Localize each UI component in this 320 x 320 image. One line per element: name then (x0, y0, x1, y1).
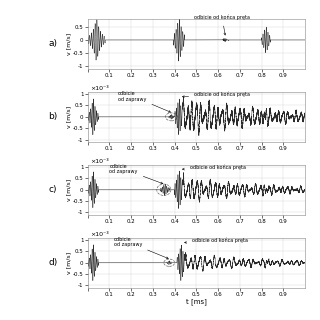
Y-axis label: v [m/s]: v [m/s] (67, 179, 71, 201)
Text: a): a) (48, 39, 57, 48)
Text: odbicie od końca pręta: odbicie od końca pręta (185, 238, 248, 244)
Text: ×10⁻³: ×10⁻³ (90, 159, 109, 164)
Text: odbicie od końca pręta: odbicie od końca pręta (182, 165, 246, 170)
Text: ×10⁻³: ×10⁻³ (90, 232, 109, 237)
Text: ×10⁻³: ×10⁻³ (90, 86, 109, 92)
X-axis label: t [ms]: t [ms] (186, 298, 207, 305)
Text: odbicie
od zaprawy: odbicie od zaprawy (118, 91, 171, 112)
Text: d): d) (48, 258, 57, 267)
Y-axis label: v [m/s]: v [m/s] (67, 33, 71, 55)
Text: b): b) (48, 112, 57, 121)
Text: odbicie od końca pręta: odbicie od końca pręta (194, 15, 250, 35)
Y-axis label: v [m/s]: v [m/s] (67, 252, 71, 274)
Text: c): c) (49, 185, 57, 194)
Text: odbicie od końca pręta: odbicie od końca pręta (182, 92, 250, 98)
Y-axis label: v [m/s]: v [m/s] (67, 106, 71, 128)
Text: odbicie
od zaprawy: odbicie od zaprawy (109, 164, 163, 184)
Text: odbicie
od zaprawy: odbicie od zaprawy (114, 236, 168, 259)
